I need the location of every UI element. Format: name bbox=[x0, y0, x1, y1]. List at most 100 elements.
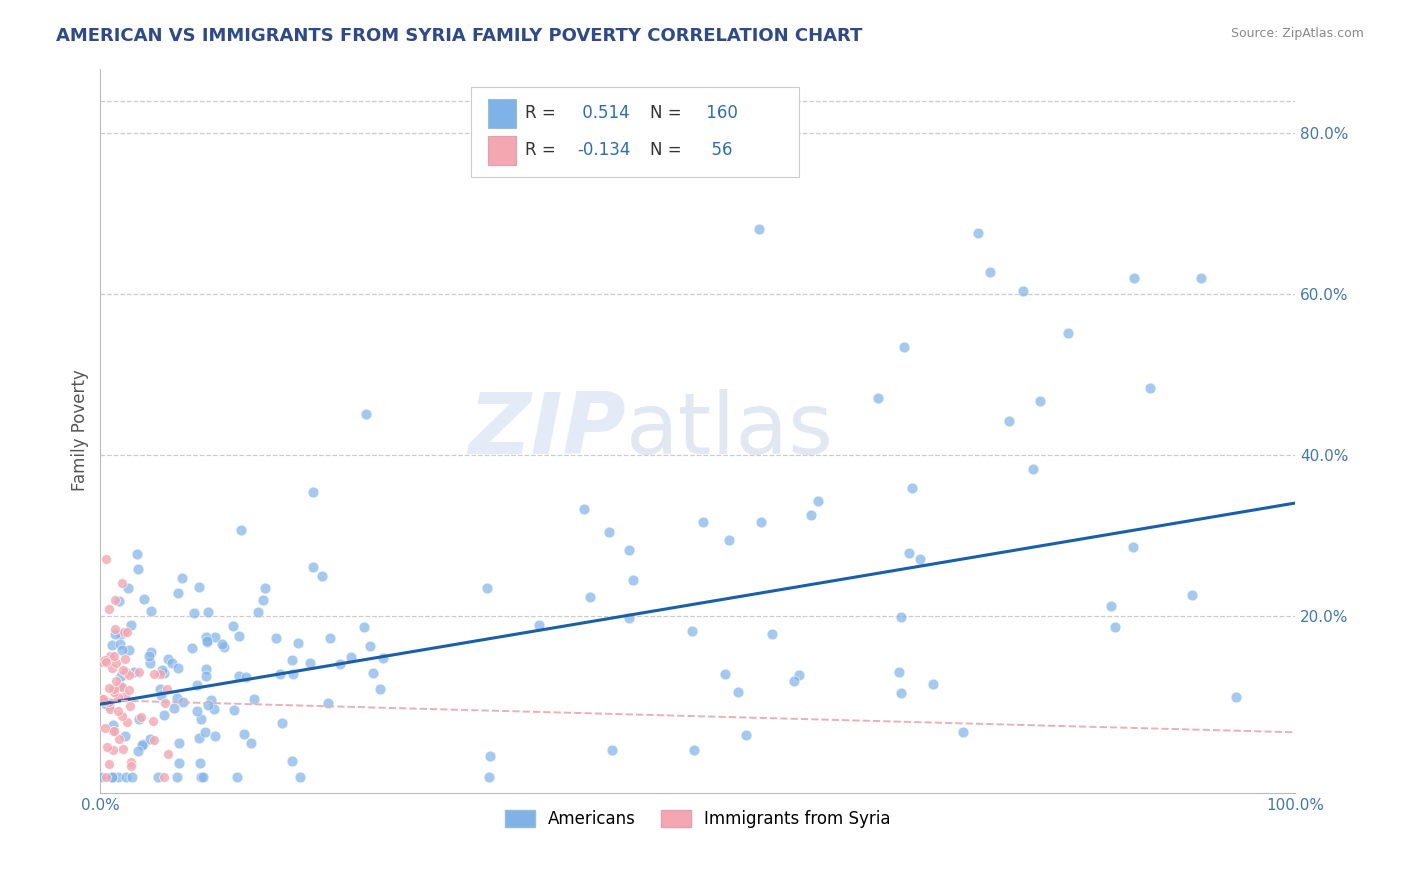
Point bbox=[160, 657, 183, 671]
Point bbox=[167, 756, 190, 771]
Y-axis label: Family Poverty: Family Poverty bbox=[72, 369, 89, 491]
Point bbox=[128, 712, 150, 726]
Point bbox=[288, 770, 311, 784]
Point bbox=[1057, 326, 1080, 341]
Point bbox=[157, 747, 180, 761]
Point bbox=[807, 493, 830, 508]
Point bbox=[101, 770, 124, 784]
Point bbox=[204, 630, 226, 644]
Point bbox=[115, 715, 138, 730]
Point bbox=[761, 627, 783, 641]
Point bbox=[127, 561, 149, 575]
Point bbox=[101, 743, 124, 757]
Point bbox=[94, 694, 117, 708]
Point bbox=[371, 651, 394, 665]
Point bbox=[269, 666, 291, 681]
Point bbox=[96, 552, 118, 566]
Point bbox=[529, 618, 551, 632]
Point bbox=[191, 770, 214, 784]
Point bbox=[104, 673, 127, 688]
Point bbox=[692, 515, 714, 529]
Point bbox=[143, 666, 166, 681]
Point bbox=[103, 649, 125, 664]
Point bbox=[800, 508, 823, 523]
Point bbox=[103, 724, 125, 739]
Point bbox=[115, 770, 138, 784]
Point bbox=[233, 727, 256, 741]
Point bbox=[478, 748, 501, 763]
Point bbox=[152, 707, 174, 722]
Point bbox=[195, 634, 218, 648]
Point bbox=[319, 632, 342, 646]
Point bbox=[188, 756, 211, 770]
Text: ZIP: ZIP bbox=[468, 389, 626, 472]
Point bbox=[142, 714, 165, 729]
Point bbox=[240, 736, 263, 750]
Point bbox=[339, 649, 361, 664]
Text: atlas: atlas bbox=[626, 389, 834, 472]
Point bbox=[1122, 270, 1144, 285]
Point bbox=[104, 623, 127, 637]
Point bbox=[118, 682, 141, 697]
Point bbox=[93, 721, 115, 735]
Point bbox=[183, 606, 205, 620]
Point bbox=[301, 485, 323, 500]
Point bbox=[117, 624, 139, 639]
Point bbox=[111, 643, 134, 657]
Point bbox=[90, 655, 112, 669]
Point bbox=[108, 732, 131, 747]
Point bbox=[200, 693, 222, 707]
FancyBboxPatch shape bbox=[471, 87, 800, 178]
Point bbox=[112, 624, 135, 639]
Point bbox=[287, 636, 309, 650]
Point bbox=[167, 586, 190, 600]
Point bbox=[134, 592, 156, 607]
Point bbox=[194, 725, 217, 739]
Point bbox=[1029, 394, 1052, 409]
Point bbox=[621, 573, 644, 587]
Point bbox=[222, 703, 245, 717]
Point bbox=[908, 552, 931, 566]
Point bbox=[887, 665, 910, 680]
Point bbox=[108, 637, 131, 651]
Point bbox=[98, 757, 121, 772]
Point bbox=[114, 689, 136, 703]
Point bbox=[110, 627, 132, 641]
Point bbox=[782, 674, 804, 689]
Point bbox=[1022, 462, 1045, 476]
Point bbox=[713, 666, 735, 681]
Point bbox=[94, 698, 117, 712]
Point bbox=[101, 718, 124, 732]
Point bbox=[138, 648, 160, 663]
Point bbox=[139, 645, 162, 659]
Point bbox=[98, 699, 121, 714]
Point bbox=[155, 696, 177, 710]
Point bbox=[749, 516, 772, 530]
Point bbox=[619, 542, 641, 557]
Point bbox=[186, 678, 208, 692]
Point bbox=[114, 729, 136, 743]
Point bbox=[997, 414, 1019, 428]
Text: 160: 160 bbox=[702, 104, 738, 122]
Text: 0.514: 0.514 bbox=[578, 104, 630, 122]
Point bbox=[100, 661, 122, 675]
Point bbox=[143, 733, 166, 747]
Point bbox=[156, 652, 179, 666]
Point bbox=[131, 739, 153, 753]
Text: AMERICAN VS IMMIGRANTS FROM SYRIA FAMILY POVERTY CORRELATION CHART: AMERICAN VS IMMIGRANTS FROM SYRIA FAMILY… bbox=[56, 27, 863, 45]
Point bbox=[110, 669, 132, 683]
Point bbox=[197, 698, 219, 713]
Point bbox=[118, 643, 141, 657]
Point bbox=[967, 226, 990, 240]
Point bbox=[195, 662, 218, 676]
Point bbox=[127, 547, 149, 561]
Point bbox=[94, 655, 117, 669]
Point bbox=[281, 667, 304, 681]
Point bbox=[172, 695, 194, 709]
Point bbox=[122, 665, 145, 680]
Point bbox=[166, 770, 188, 784]
Point bbox=[107, 770, 129, 784]
Point bbox=[866, 392, 889, 406]
Point bbox=[91, 691, 114, 706]
Point bbox=[114, 652, 136, 666]
